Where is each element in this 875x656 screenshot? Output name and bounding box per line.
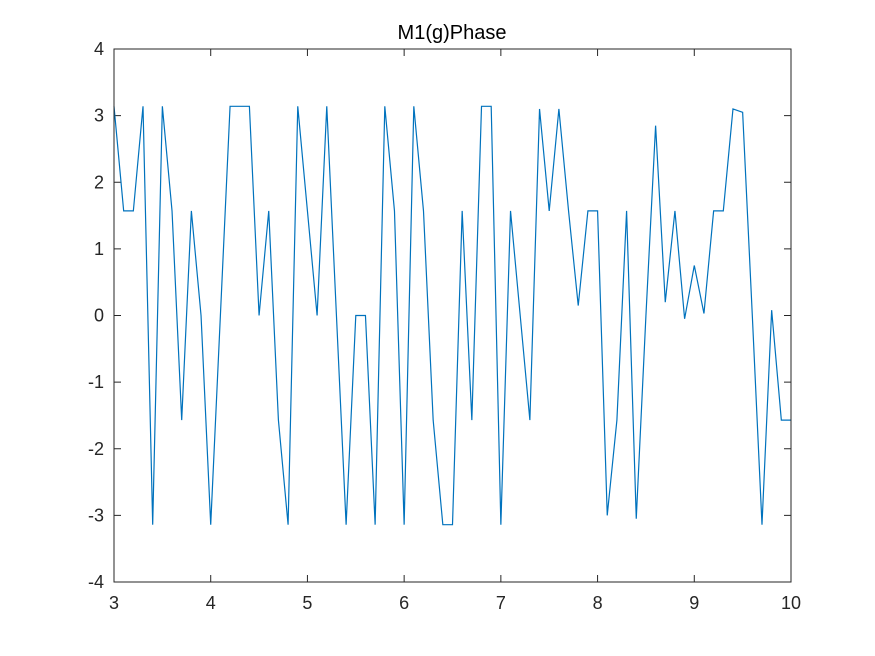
tick-labels: 3 4 5 6 7 8 9 10 -4 -3 -2 -1 0 1 2 3 4: [88, 39, 801, 613]
x-tick-label: 3: [109, 593, 119, 613]
y-tick-label: -3: [88, 505, 104, 525]
y-tick-label: 2: [94, 172, 104, 192]
series-line: [113, 105, 791, 526]
y-tick-label: -1: [88, 372, 104, 392]
y-tick-label: -2: [88, 439, 104, 459]
y-tick-label: 3: [94, 106, 104, 126]
y-tick-label: -4: [88, 572, 104, 592]
plot-background: [114, 49, 791, 582]
x-tick-label: 10: [781, 593, 801, 613]
chart-title: M1(g)Phase: [398, 22, 507, 44]
x-tick-label: 7: [496, 593, 506, 613]
y-tick-label: 0: [94, 306, 104, 326]
y-tick-label: 1: [94, 239, 104, 259]
x-tick-label: 6: [399, 593, 409, 613]
series-layer: [113, 105, 791, 526]
x-tick-label: 9: [689, 593, 699, 613]
x-tick-label: 8: [593, 593, 603, 613]
x-tick-label: 5: [302, 593, 312, 613]
x-tick-label: 4: [206, 593, 216, 613]
plot-frame: [113, 48, 792, 583]
y-tick-label: 4: [94, 39, 104, 59]
